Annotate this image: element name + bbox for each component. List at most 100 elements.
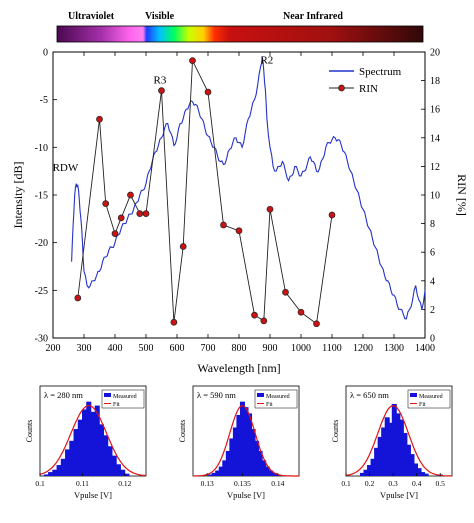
y-tick-label: -15: [35, 191, 48, 202]
rin-point: [158, 87, 165, 94]
rin-point: [136, 210, 144, 217]
hist-y-axis-label: Counts: [178, 420, 187, 443]
main-series: [71, 56, 426, 328]
hist-bar: [271, 472, 277, 476]
main-x-ticks: 200 300 400 500 600 700 800 900 1000 1100 1200 1300…: [46, 52, 435, 354]
x-tick-label: 700: [201, 343, 216, 354]
hist-bar: [388, 422, 394, 476]
hist-bar: [384, 417, 390, 476]
rin-point: [260, 317, 268, 325]
hist-legend-fit-label: Fit: [419, 402, 426, 408]
hist-legend-measured-swatch: [410, 393, 417, 397]
rin-point: [251, 311, 258, 319]
rin-point: [220, 221, 227, 229]
histogram-panel-590nm: 0.13 0.135 0.14 λ = 590 nm Measured Fit Vpulse…: [178, 385, 300, 500]
hist-bar: [60, 458, 66, 476]
rin-point: [297, 308, 305, 316]
rin-point: [111, 230, 119, 237]
y2-tick-label: 16: [430, 105, 440, 116]
hist-x-tick-label: 0.11: [76, 479, 89, 488]
y2-tick-label: 14: [430, 133, 440, 144]
x-tick-label: 500: [139, 343, 154, 354]
spectrum-gradient: [56, 25, 424, 43]
hist-x-tick-label: 0.12: [118, 479, 131, 488]
hist-bar: [208, 474, 214, 476]
main-y2-ticks: 0 2 4 6 8 10 12 14 16 18 20: [421, 48, 440, 345]
rin-point: [179, 243, 187, 250]
hist-x-tick-label: 0.5: [436, 479, 446, 488]
hist-bar: [222, 460, 228, 476]
hist-bar: [73, 429, 79, 476]
hist-legend-box: [254, 389, 298, 409]
hist-bar: [374, 447, 380, 476]
hist-bar: [250, 429, 256, 476]
hist-legend-measured-label: Measured: [419, 394, 443, 400]
main-chart: 200 300 400 500 600 700 800 900 1000 1100 1200 1300…: [11, 48, 469, 376]
y-tick-label: -10: [35, 143, 48, 154]
hist-bar: [405, 444, 411, 476]
near-infrared-label: Near Infrared: [283, 11, 343, 22]
rin-point: [117, 214, 125, 222]
y2-tick-label: 0: [430, 334, 435, 345]
hist-x-tick-label: 0.13: [201, 479, 214, 488]
rin-point: [74, 294, 82, 302]
y2-tick-label: 18: [430, 76, 440, 87]
hist-y-axis-label: Counts: [25, 420, 34, 443]
rin-point: [235, 227, 243, 235]
legend-spectrum-label: Spectrum: [359, 66, 402, 78]
hist-bar: [395, 413, 401, 476]
rin-point: [170, 318, 178, 326]
hist-bar: [261, 460, 267, 476]
hist-bar: [115, 464, 121, 476]
rin-point: [328, 211, 336, 219]
hist-bar: [107, 446, 113, 476]
x-tick-label: 600: [170, 343, 185, 354]
hist-bar: [77, 419, 83, 476]
annotation-r3: R3: [154, 74, 167, 86]
hist-bar: [218, 466, 224, 476]
y2-tick-label: 10: [430, 191, 440, 202]
hist-legend-measured-swatch: [104, 393, 111, 397]
x-tick-label: 1400: [415, 343, 435, 354]
main-legend: Spectrum RIN: [329, 66, 402, 95]
main-y2-axis-label: RIN [%]: [455, 174, 469, 216]
hist-bar: [103, 435, 109, 476]
legend-rin-marker: [338, 84, 345, 92]
hist-bar: [48, 472, 54, 476]
x-tick-label: 900: [263, 343, 278, 354]
rin-point: [189, 57, 196, 64]
histogram-panel-280nm: 0.1 0.11 0.12 λ = 280 nm Measured Fit Vpulse […: [25, 385, 147, 500]
x-tick-label: 1000: [291, 343, 311, 354]
x-tick-label: 1300: [384, 343, 404, 354]
hist-bar: [359, 472, 366, 476]
hist-bar: [391, 404, 397, 476]
x-tick-label: 800: [232, 343, 247, 354]
ultraviolet-label: Ultraviolet: [68, 11, 115, 22]
hist-bar: [86, 401, 92, 476]
annotation-r2: R2: [260, 54, 273, 66]
hist-legend-measured-label: Measured: [113, 394, 137, 400]
hist-title: λ = 650 nm: [350, 390, 389, 400]
hist-x-axis-label: Vpulse [V]: [227, 490, 265, 500]
main-y-axis-label: Intensity [dB]: [11, 162, 25, 229]
hist-legend-measured-label: Measured: [266, 394, 290, 400]
hist-bar: [56, 465, 62, 476]
main-x-axis-label: Wavelength [nm]: [197, 361, 280, 375]
y-tick-label: -20: [35, 238, 48, 249]
hist-bar: [412, 463, 419, 476]
hist-x-tick-label: 0.14: [271, 479, 284, 488]
x-tick-label: 1100: [322, 343, 342, 354]
y-tick-label: -5: [40, 95, 48, 106]
hist-bar: [215, 470, 221, 476]
hist-x-tick-label: 0.3: [388, 479, 398, 488]
y2-tick-label: 12: [430, 162, 440, 173]
hist-title: λ = 280 nm: [44, 390, 83, 400]
y-tick-label: -30: [35, 334, 48, 345]
y2-tick-label: 2: [430, 305, 435, 316]
x-tick-label: 1200: [353, 343, 373, 354]
hist-bar: [94, 405, 100, 476]
hist-bar: [402, 432, 408, 476]
y-tick-label: -25: [35, 286, 48, 297]
hist-legend-measured-swatch: [257, 393, 264, 397]
